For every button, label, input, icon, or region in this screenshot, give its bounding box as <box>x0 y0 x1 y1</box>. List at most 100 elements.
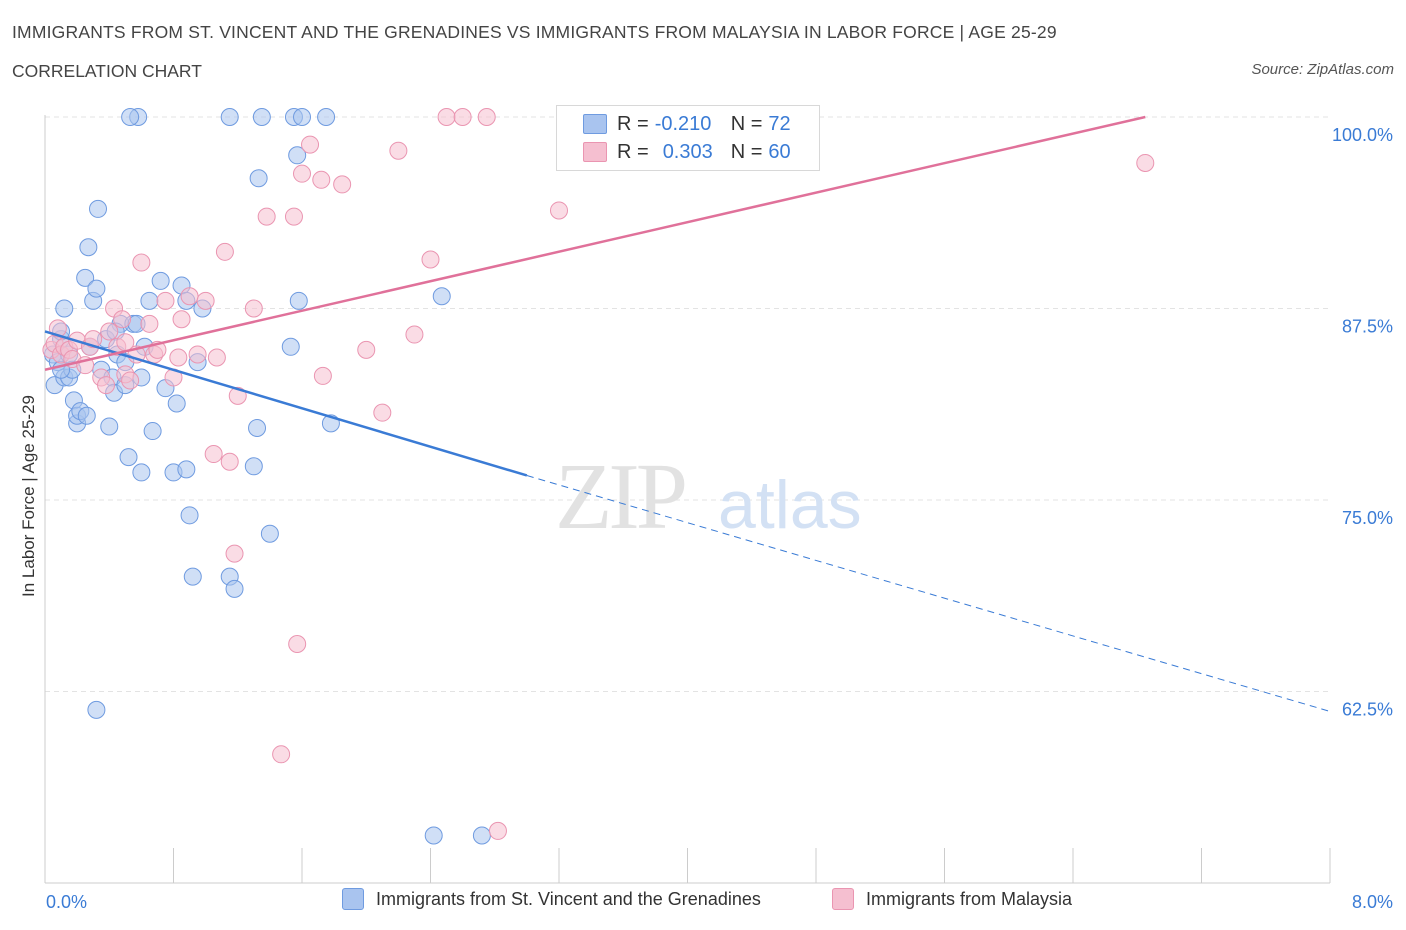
data-point-malaysia <box>48 319 67 338</box>
data-point-malaysia <box>421 250 440 269</box>
data-point-malaysia <box>188 345 207 364</box>
source-credit: Source: ZipAtlas.com <box>1251 61 1394 78</box>
series-malaysia-points <box>42 108 1155 840</box>
data-point-st-vincent <box>77 406 96 425</box>
data-point-st-vincent <box>132 463 151 482</box>
trend-line-st-vincent <box>44 330 528 477</box>
legend-swatch-blue <box>342 888 364 910</box>
trend-line-st-vincent-projection <box>526 475 1331 712</box>
data-point-st-vincent <box>432 287 451 306</box>
data-point-malaysia <box>156 291 175 310</box>
data-point-st-vincent <box>220 108 239 126</box>
data-point-st-vincent <box>472 826 491 845</box>
data-point-st-vincent <box>121 108 140 126</box>
legend-r-value: -0.210 <box>654 112 712 135</box>
data-point-st-vincent <box>100 417 119 436</box>
data-point-malaysia <box>488 821 507 840</box>
data-point-malaysia <box>121 371 140 390</box>
data-point-st-vincent <box>281 337 300 356</box>
data-point-st-vincent <box>225 579 244 598</box>
data-point-malaysia <box>293 164 311 183</box>
data-point-st-vincent <box>293 108 311 126</box>
legend-n-value: 60 <box>768 140 791 163</box>
legend-r-value: 0.303 <box>662 140 713 163</box>
legend-n-label: N = <box>730 112 763 135</box>
axes <box>44 115 1331 884</box>
data-point-malaysia <box>453 108 472 126</box>
data-point-st-vincent <box>143 422 162 441</box>
data-point-malaysia <box>257 207 276 226</box>
data-point-malaysia <box>333 175 352 194</box>
legend-n-value: 72 <box>768 112 791 135</box>
data-point-malaysia <box>215 242 234 261</box>
data-point-malaysia <box>196 291 215 310</box>
data-point-malaysia <box>272 745 291 764</box>
y-tick-label: 62.5% <box>1342 700 1393 720</box>
data-point-st-vincent <box>151 271 170 290</box>
legend-swatch-pink <box>583 142 607 162</box>
data-point-st-vincent <box>288 146 307 165</box>
data-point-malaysia <box>97 376 116 395</box>
watermark-zip: ZIP <box>555 445 685 549</box>
data-point-st-vincent <box>140 291 159 310</box>
data-point-st-vincent <box>87 700 106 719</box>
data-point-malaysia <box>244 299 263 318</box>
data-point-malaysia <box>405 325 424 344</box>
chart-subtitle: CORRELATION CHART <box>12 61 202 81</box>
data-point-malaysia <box>116 333 135 352</box>
data-point-malaysia <box>172 310 191 329</box>
data-point-st-vincent <box>424 826 443 845</box>
data-point-st-vincent <box>317 108 336 126</box>
legend-row-pink: R = 0.303 N = 60 <box>557 138 791 166</box>
data-point-malaysia <box>113 310 132 329</box>
data-point-st-vincent <box>180 506 199 525</box>
data-point-st-vincent <box>167 394 186 413</box>
x-tick-label: 0.0% <box>46 892 87 912</box>
data-point-malaysia <box>373 403 392 422</box>
data-point-malaysia <box>550 201 568 220</box>
data-point-malaysia <box>288 635 307 654</box>
data-point-malaysia <box>207 348 226 367</box>
data-point-st-vincent <box>252 108 271 126</box>
trend-line-malaysia <box>44 115 1146 371</box>
data-point-st-vincent <box>76 268 95 287</box>
data-point-malaysia <box>312 170 331 189</box>
data-point-malaysia <box>140 314 159 333</box>
data-point-malaysia <box>357 340 376 359</box>
data-point-malaysia <box>169 348 188 367</box>
legend-swatch-pink <box>832 888 854 910</box>
data-point-st-vincent <box>87 279 106 298</box>
legend-item-malaysia: Immigrants from Malaysia <box>832 888 1072 910</box>
data-point-malaysia <box>1136 153 1155 172</box>
data-point-st-vincent <box>89 199 108 218</box>
data-point-malaysia <box>180 287 199 306</box>
data-point-malaysia <box>284 207 303 226</box>
data-point-malaysia <box>220 452 239 471</box>
data-point-malaysia <box>204 445 223 464</box>
tick-labels: 62.5% 75.0% 87.5% 100.0% 0.0% 8.0% <box>46 125 1393 912</box>
y-tick-label: 75.0% <box>1342 508 1393 528</box>
data-point-malaysia <box>389 141 408 160</box>
data-point-st-vincent <box>260 524 279 543</box>
data-point-malaysia <box>132 253 151 272</box>
data-point-malaysia <box>301 135 320 154</box>
legend-r-label: R = <box>617 112 649 135</box>
legend-row-blue: R = -0.210 N = 72 <box>557 110 791 138</box>
trend-lines <box>44 115 1331 712</box>
data-point-malaysia <box>477 108 496 126</box>
data-point-malaysia <box>437 108 456 126</box>
data-point-st-vincent <box>248 418 267 437</box>
legend-swatch-blue <box>583 114 607 134</box>
data-point-st-vincent <box>289 291 308 310</box>
data-point-st-vincent <box>55 299 74 318</box>
stats-legend: R = -0.210 N = 72 R = 0.303 N = 60 <box>556 105 820 171</box>
y-tick-label: 87.5% <box>1342 317 1393 337</box>
data-point-st-vincent <box>183 567 202 586</box>
legend-series-name: Immigrants from St. Vincent and the Gren… <box>376 888 761 909</box>
legend-item-st-vincent: Immigrants from St. Vincent and the Gren… <box>342 888 761 910</box>
y-tick-label: 100.0% <box>1332 125 1393 145</box>
data-point-st-vincent <box>249 169 268 188</box>
data-point-st-vincent <box>79 238 98 257</box>
watermark: ZIP atlas <box>555 445 862 549</box>
chart-title: IMMIGRANTS FROM ST. VINCENT AND THE GREN… <box>12 22 1057 42</box>
